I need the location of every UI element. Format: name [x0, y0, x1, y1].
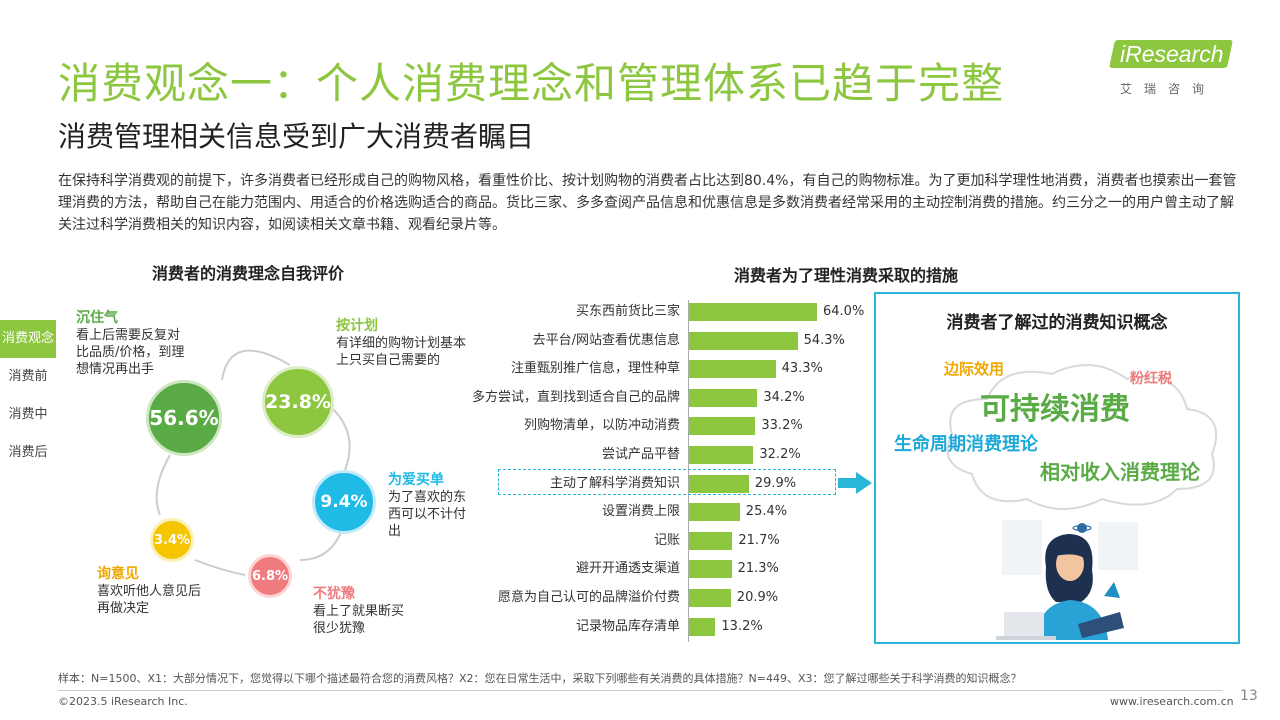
bar-value-label: 64.0% — [823, 304, 865, 319]
bar-row: 尝试产品平替 32.2% — [380, 445, 880, 465]
label-anjihua-name: 按计划 — [336, 318, 378, 334]
bar-value-label: 29.9% — [754, 475, 797, 491]
bar-mark — [689, 446, 754, 464]
panel-title: 消费者了解过的消费知识概念 — [946, 313, 1168, 333]
bar-axis — [688, 300, 689, 642]
concept-relative-income: 相对收入消费理论 — [1040, 460, 1200, 484]
label-weiaimaidan: 为爱买单 为了喜欢的东西可以不计付出 — [388, 472, 470, 540]
highlight-box — [498, 469, 836, 495]
bar-chart: 买东西前货比三家 64.0% 去平台/网站查看优惠信息 54.3% 注重甄别推广信息，理… — [380, 300, 880, 645]
sidebar-nav: 消费观念 消费前 消费中 消费后 — [0, 320, 56, 472]
label-xunyijian-name: 询意见 — [97, 566, 139, 582]
label-buyouyu-desc: 看上了就果断买很少犹豫 — [313, 604, 405, 636]
bar-value-label: 32.2% — [759, 447, 801, 462]
bar-category-label: 尝试产品平替 — [601, 447, 680, 462]
footnote: 样本：N=1500、X1：大部分情况下，您觉得以下哪个描述最符合您的消费风格？X… — [58, 672, 1022, 685]
logo-cn: 艾瑞咨询 — [1120, 82, 1217, 96]
bar-value-label: 20.9% — [736, 590, 779, 605]
bubble-weiaimaidan: 9.4% — [312, 470, 376, 534]
bar-mark — [689, 560, 732, 579]
bar-category-label: 愿意为自己认可的品牌溢价付费 — [497, 590, 680, 605]
reading-woman-illustration — [996, 520, 1138, 640]
sidebar-item-during[interactable]: 消费中 — [0, 396, 56, 434]
bar-row: 主动了解科学消费知识 29.9% — [380, 474, 880, 494]
cloud-shape — [946, 364, 1217, 510]
knowledge-panel: 消费者了解过的消费知识概念 边际效用 可持续消费 粉红税 生命周期消费理论 相对… — [874, 292, 1240, 644]
label-chenzhuqi-desc: 看上后需要反复对比品质/价格，到理想情况再出手 — [76, 328, 185, 377]
site-url: www.iresearch.com.cn — [1110, 695, 1234, 708]
label-xunyijian: 询意见 喜欢听他人意见后再做决定 — [97, 566, 207, 617]
bubble-xunyijian: 3.4% — [150, 518, 194, 562]
bar-mark — [689, 331, 798, 350]
bar-value-label: 34.2% — [763, 389, 805, 405]
bar-category-label: 买东西前货比三家 — [575, 304, 680, 319]
label-chenzhuqi-name: 沉住气 — [76, 310, 118, 326]
bar-mark — [689, 303, 817, 321]
arrow-right-icon — [838, 472, 872, 494]
bar-category-label: 多方尝试，直到找到适合自己的品牌 — [471, 389, 680, 405]
bar-row: 多方尝试，直到找到适合自己的品牌 34.2% — [380, 388, 880, 408]
footer-divider — [58, 690, 1223, 691]
page-subtitle: 消费管理相关信息受到广大消费者瞩目 — [58, 120, 535, 153]
bar-mark — [689, 417, 756, 436]
concept-pink-tax: 粉红税 — [1130, 371, 1172, 387]
sidebar-item-after[interactable]: 消费后 — [0, 434, 56, 472]
bar-row: 设置消费上限 25.4% — [380, 502, 880, 522]
bar-mark — [689, 589, 731, 607]
bubble-anjihua: 23.8% — [262, 366, 334, 438]
bar-category-label: 去平台/网站查看优惠信息 — [532, 332, 680, 348]
bar-value-label: 43.3% — [781, 361, 823, 377]
label-weiaimaidan-desc: 为了喜欢的东西可以不计付出 — [388, 490, 467, 539]
sidebar-item-before[interactable]: 消费前 — [0, 358, 56, 396]
bar-mark — [689, 360, 776, 379]
bar-row: 避开开通透支渠道 21.3% — [380, 559, 880, 579]
bar-row: 注重甄别推广信息，理性种草 43.3% — [380, 359, 880, 379]
label-weiaimaidan-name: 为爱买单 — [388, 472, 444, 488]
label-buyouyu-name: 不犹豫 — [313, 586, 355, 602]
bar-row: 列购物清单，以防冲动消费 33.2% — [380, 416, 880, 436]
bar-row: 记录物品库存清单 13.2% — [380, 617, 880, 637]
bar-value-label: 21.7% — [738, 532, 780, 548]
bar-value-label: 54.3% — [803, 332, 845, 348]
concept-lifecycle: 生命周期消费理论 — [894, 434, 1038, 455]
bar-mark — [689, 474, 749, 493]
bar-mark — [689, 503, 740, 522]
bar-row: 记账 21.7% — [380, 531, 880, 551]
bar-category-label: 注重甄别推广信息，理性种草 — [510, 361, 680, 377]
left-chart-title: 消费者的消费理念自我评价 — [152, 264, 345, 283]
bar-category-label: 列购物清单，以防冲动消费 — [523, 418, 680, 434]
bar-mark — [689, 531, 733, 550]
bar-category-label: 记录物品库存清单 — [575, 618, 680, 634]
bar-category-label: 主动了解科学消费知识 — [549, 475, 680, 491]
iresearch-logo: iResearch 艾瑞咨询 — [1109, 38, 1242, 102]
concept-sustainable: 可持续消费 — [980, 392, 1130, 427]
copyright: ©2023.5 iResearch Inc. — [58, 695, 188, 708]
bar-row: 愿意为自己认可的品牌溢价付费 20.9% — [380, 588, 880, 608]
bar-value-label: 13.2% — [721, 618, 763, 634]
bar-mark — [689, 617, 716, 636]
label-xunyijian-desc: 喜欢听他人意见后再做决定 — [97, 584, 202, 616]
bar-value-label: 21.3% — [737, 561, 779, 577]
label-anjihua-desc: 有详细的购物计划基本上只买自己需要的 — [336, 336, 467, 368]
logo-text: iResearch — [1120, 41, 1224, 67]
page-title: 消费观念一：个人消费理念和管理体系已趋于完整 — [58, 59, 1005, 108]
bar-value-label: 33.2% — [761, 418, 803, 434]
sidebar-item-consumption-concept[interactable]: 消费观念 — [0, 320, 56, 358]
label-anjihua: 按计划 有详细的购物计划基本上只买自己需要的 — [336, 318, 476, 369]
page-number: 13 — [1240, 688, 1258, 704]
bubble-buyouyu: 6.8% — [248, 554, 292, 598]
label-chenzhuqi: 沉住气 看上后需要反复对比品质/价格，到理想情况再出手 — [76, 310, 188, 378]
bar-category-label: 避开开通透支渠道 — [575, 561, 680, 577]
right-chart-title: 消费者为了理性消费采取的措施 — [734, 266, 959, 285]
bar-category-label: 记账 — [653, 532, 680, 548]
bubble-chenzhuqi: 56.6% — [146, 380, 222, 456]
bar-mark — [689, 388, 758, 407]
concept-marginal-utility: 边际效用 — [944, 360, 1005, 378]
intro-paragraph: 在保持科学消费观的前提下，许多消费者已经形成自己的购物风格，看重性价比、按计划购… — [58, 173, 1237, 233]
bar-row: 买东西前货比三家 64.0% — [380, 302, 880, 322]
bar-row: 去平台/网站查看优惠信息 54.3% — [380, 331, 880, 351]
bar-value-label: 25.4% — [745, 504, 788, 520]
bar-category-label: 设置消费上限 — [601, 504, 680, 520]
label-buyouyu: 不犹豫 看上了就果断买很少犹豫 — [313, 586, 413, 637]
